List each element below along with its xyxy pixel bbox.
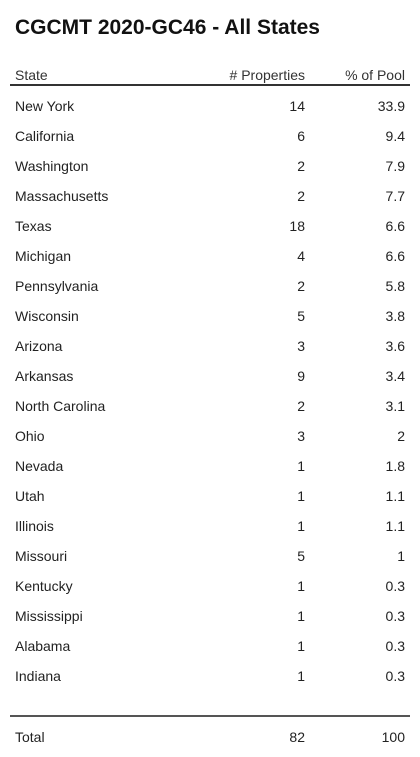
column-header: State: [15, 67, 48, 83]
number-cell: 0.3: [385, 638, 405, 654]
number-cell: 0.3: [385, 668, 405, 684]
number-cell: 2: [297, 278, 305, 294]
state-cell: Mississippi: [15, 608, 83, 624]
state-cell: North Carolina: [15, 398, 106, 414]
column-header: % of Pool: [345, 67, 405, 83]
state-cell: Alabama: [15, 638, 71, 654]
number-cell: 5: [297, 548, 305, 564]
number-cell: 3: [297, 338, 305, 354]
number-cell: 1: [297, 518, 305, 534]
state-cell: Nevada: [15, 458, 64, 474]
state-cell: Kentucky: [15, 578, 73, 594]
number-cell: 14: [289, 98, 305, 114]
total-label: Total: [15, 729, 45, 745]
number-cell: 6: [297, 128, 305, 144]
state-cell: Pennsylvania: [15, 278, 99, 294]
total-rule: [10, 715, 410, 717]
number-cell: 2: [397, 428, 405, 444]
number-cell: 0.3: [385, 578, 405, 594]
number-cell: 18: [289, 218, 305, 234]
state-cell: Massachusetts: [15, 188, 109, 204]
column-header: # Properties: [229, 67, 305, 83]
title: CGCMT 2020-GC46 - All States: [15, 16, 320, 39]
number-cell: 2: [297, 158, 305, 174]
state-cell: Michigan: [15, 248, 72, 264]
number-cell: 1: [297, 578, 305, 594]
number-cell: 1.1: [385, 518, 405, 534]
number-cell: 1: [297, 638, 305, 654]
header-rule: [10, 84, 410, 86]
number-cell: 9: [297, 368, 305, 384]
state-cell: Arizona: [15, 338, 63, 354]
number-cell: 3.8: [385, 308, 405, 324]
number-cell: 6.6: [385, 218, 405, 234]
number-cell: 5.8: [385, 278, 405, 294]
number-cell: 2: [297, 398, 305, 414]
number-cell: 1: [297, 488, 305, 504]
state-cell: Missouri: [15, 548, 68, 564]
state-cell: Wisconsin: [15, 308, 79, 324]
number-cell: 3.1: [385, 398, 405, 414]
number-cell: 1: [297, 668, 305, 684]
state-cell: Ohio: [15, 428, 45, 444]
number-cell: 7.7: [385, 188, 405, 204]
number-cell: 3: [297, 428, 305, 444]
state-cell: Illinois: [15, 518, 54, 534]
number-cell: 7.9: [385, 158, 405, 174]
state-cell: Texas: [15, 218, 52, 234]
number-cell: 1: [297, 608, 305, 624]
number-cell: 9.4: [385, 128, 405, 144]
number-cell: 1: [297, 458, 305, 474]
number-cell: 6.6: [385, 248, 405, 264]
number-cell: 1.8: [385, 458, 405, 474]
total-cell: 82: [289, 729, 305, 745]
number-cell: 3.6: [385, 338, 405, 354]
number-cell: 0.3: [385, 608, 405, 624]
number-cell: 1: [397, 548, 405, 564]
total-cell: 100: [381, 729, 405, 745]
number-cell: 5: [297, 308, 305, 324]
number-cell: 3.4: [385, 368, 405, 384]
state-cell: Washington: [15, 158, 89, 174]
number-cell: 1.1: [385, 488, 405, 504]
state-cell: New York: [15, 98, 75, 114]
number-cell: 33.9: [377, 98, 405, 114]
state-cell: Arkansas: [15, 368, 74, 384]
state-cell: Utah: [15, 488, 45, 504]
state-cell: Indiana: [15, 668, 61, 684]
state-cell: California: [15, 128, 75, 144]
number-cell: 4: [297, 248, 305, 264]
number-cell: 2: [297, 188, 305, 204]
